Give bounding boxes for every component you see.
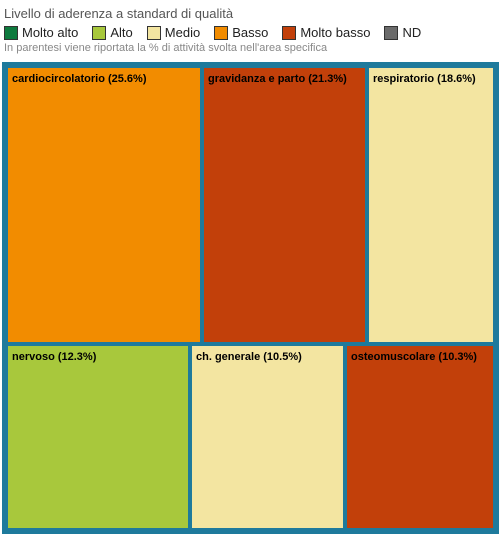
legend-label: Molto alto	[22, 25, 78, 40]
treemap-cell-label: nervoso (12.3%)	[12, 351, 184, 364]
legend-item: Alto	[92, 25, 132, 40]
legend-label: Alto	[110, 25, 132, 40]
treemap-cell-label: ch. generale (10.5%)	[196, 351, 339, 364]
legend-swatch	[92, 26, 106, 40]
treemap-cell: nervoso (12.3%)	[6, 344, 190, 530]
treemap-cell: cardiocircolatorio (25.6%)	[6, 66, 202, 344]
treemap-cell-label: respiratorio (18.6%)	[373, 73, 489, 86]
treemap: cardiocircolatorio (25.6%) gravidanza e p…	[2, 62, 499, 534]
legend-item: Molto alto	[4, 25, 78, 40]
legend-label: Basso	[232, 25, 268, 40]
legend-item: Molto basso	[282, 25, 370, 40]
legend-label: Medio	[165, 25, 200, 40]
treemap-cell: osteomuscolare (10.3%)	[345, 344, 495, 530]
legend-swatch	[147, 26, 161, 40]
legend-label: Molto basso	[300, 25, 370, 40]
legend-swatch	[4, 26, 18, 40]
legend-swatch	[282, 26, 296, 40]
chart-subtitle: In parentesi viene riportata la % di att…	[4, 42, 496, 54]
legend-item: ND	[384, 25, 421, 40]
legend-swatch	[214, 26, 228, 40]
legend: Molto alto Alto Medio Basso Molto basso ND	[4, 25, 496, 40]
legend-item: Medio	[147, 25, 200, 40]
treemap-cell-label: osteomuscolare (10.3%)	[351, 351, 489, 364]
legend-label: ND	[402, 25, 421, 40]
treemap-cell: ch. generale (10.5%)	[190, 344, 345, 530]
legend-item: Basso	[214, 25, 268, 40]
legend-swatch	[384, 26, 398, 40]
treemap-cell-label: gravidanza e parto (21.3%)	[208, 73, 361, 86]
chart-header: Livello di aderenza a standard di qualit…	[0, 0, 500, 58]
chart-title: Livello di aderenza a standard di qualit…	[4, 6, 496, 21]
chart-container: Livello di aderenza a standard di qualit…	[0, 0, 500, 534]
treemap-cell-label: cardiocircolatorio (25.6%)	[12, 73, 196, 86]
treemap-cell: gravidanza e parto (21.3%)	[202, 66, 367, 344]
treemap-cell: respiratorio (18.6%)	[367, 66, 495, 344]
